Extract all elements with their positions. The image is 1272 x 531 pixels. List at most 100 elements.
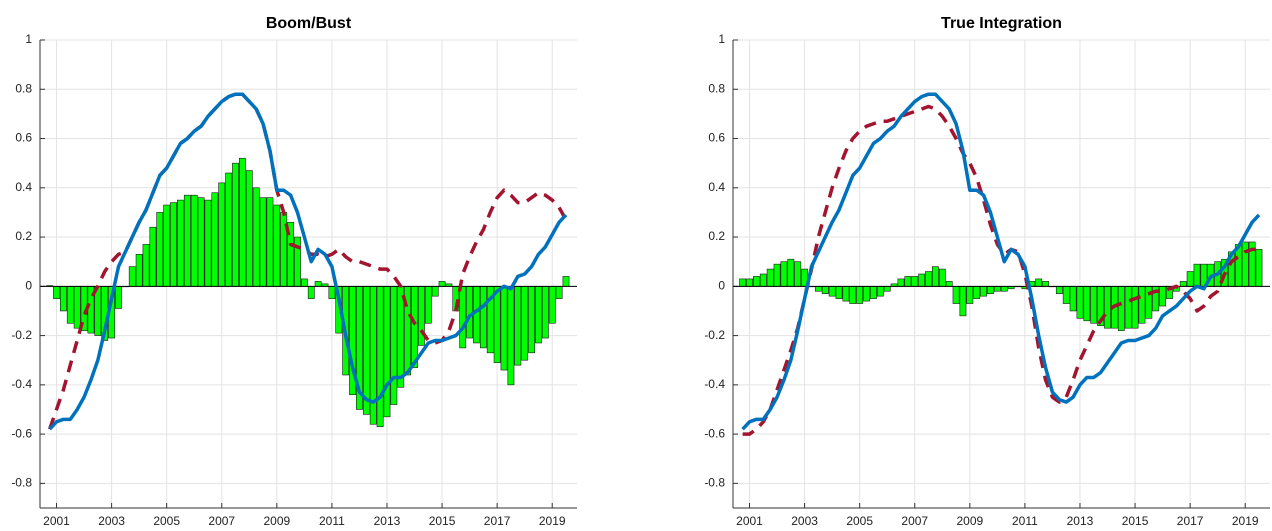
bar — [911, 276, 919, 287]
y-tick-label: 0.8 — [708, 81, 725, 95]
chart-title: True Integration — [941, 15, 1062, 32]
bar — [821, 286, 829, 295]
bar — [842, 286, 850, 302]
bar — [1000, 286, 1008, 292]
x-tick-label: 2011 — [1012, 514, 1038, 528]
x-tick-label: 2013 — [1067, 514, 1094, 528]
chart-title: Boom/Bust — [266, 15, 352, 32]
y-tick-label: -0.2 — [11, 328, 32, 342]
bar — [849, 286, 857, 304]
bar — [993, 286, 1001, 292]
bar — [493, 286, 501, 363]
bar — [521, 286, 529, 361]
bar — [863, 286, 870, 302]
bar — [459, 286, 467, 349]
bar — [514, 286, 522, 366]
bar — [945, 281, 953, 287]
bar — [555, 286, 563, 299]
bar — [739, 278, 747, 287]
bar — [232, 162, 239, 287]
x-tick-label: 2011 — [319, 514, 345, 528]
bar — [156, 212, 164, 287]
bar — [932, 266, 939, 287]
bar — [1069, 286, 1077, 312]
y-tick-label: 1 — [718, 32, 725, 46]
bar — [259, 197, 267, 287]
bar — [980, 286, 987, 297]
bar — [828, 286, 836, 297]
bar — [507, 286, 515, 386]
bar — [759, 273, 767, 287]
bar — [973, 286, 981, 299]
bar — [431, 286, 439, 297]
y-tick-label: -0.6 — [11, 426, 32, 440]
y-tick-label: 0.2 — [708, 229, 725, 243]
plot-area — [40, 92, 577, 431]
x-tick-label: 2009 — [956, 514, 983, 528]
x-tick-label: 2017 — [1177, 514, 1204, 528]
x-tick-label: 2003 — [791, 514, 818, 528]
x-tick-label: 2019 — [539, 514, 566, 528]
bar — [1055, 286, 1063, 295]
bar — [376, 286, 384, 428]
bar — [500, 286, 508, 371]
bar — [966, 286, 974, 304]
bar — [1186, 271, 1194, 287]
panel: Boom/Bust -0.8 -0.6 -0.4 -0.2 0 0.2 0.4 0.6 0.8 1 2… — [11, 15, 577, 528]
y-tick-label: 0 — [25, 278, 32, 292]
bar — [883, 286, 891, 292]
x-tick-label: 2019 — [1232, 514, 1259, 528]
bar — [66, 286, 74, 324]
x-tick-label: 2009 — [263, 514, 290, 528]
x-tick-label: 2013 — [374, 514, 401, 528]
bar — [479, 286, 487, 349]
bar — [918, 273, 926, 287]
dashed-line-series — [47, 92, 568, 430]
bar — [73, 286, 81, 329]
y-tick-label: 1 — [25, 32, 32, 46]
line-series — [741, 92, 1261, 431]
bar — [856, 286, 864, 304]
bar — [835, 286, 843, 299]
y-tick-label: 0 — [718, 278, 725, 292]
bar — [1035, 278, 1043, 287]
bar — [183, 194, 191, 287]
bar — [535, 286, 542, 344]
bar — [307, 286, 315, 299]
bar — [300, 278, 308, 287]
bar — [1062, 286, 1070, 304]
bar — [1138, 286, 1146, 324]
bar — [273, 204, 281, 287]
y-tick-label: 0.2 — [15, 229, 32, 243]
bar — [794, 261, 802, 287]
bar — [177, 199, 184, 287]
bar — [1117, 286, 1125, 331]
bar — [1241, 241, 1249, 287]
bar — [383, 286, 391, 418]
bar — [541, 286, 549, 339]
y-tick-label: 0.8 — [15, 81, 32, 95]
bar — [411, 286, 418, 368]
bar — [548, 286, 556, 324]
bar — [245, 170, 253, 287]
y-tick-label: -0.4 — [704, 377, 725, 391]
bar — [753, 276, 760, 287]
bar — [1104, 286, 1111, 329]
x-tick-label: 2007 — [901, 514, 928, 528]
bar — [925, 271, 932, 287]
bar — [904, 276, 912, 287]
y-tick-label: -0.2 — [704, 328, 725, 342]
bar — [252, 187, 260, 287]
bar — [60, 286, 67, 312]
x-tick-label: 2015 — [429, 514, 456, 528]
bar — [53, 286, 60, 299]
bar — [528, 286, 535, 354]
y-tick-label: -0.8 — [11, 476, 32, 490]
bar — [424, 286, 432, 324]
panel: True Integration -0.8 -0.6 -0.4 -0.2 0 0.2 0.4 0… — [704, 15, 1270, 528]
x-tick-label: 2005 — [153, 514, 180, 528]
bar — [1090, 286, 1098, 324]
bar — [780, 261, 788, 287]
bar — [314, 281, 322, 287]
